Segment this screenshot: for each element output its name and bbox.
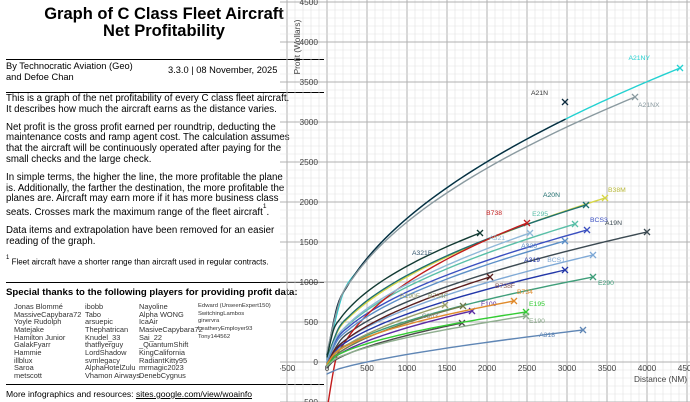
svg-text:E295: E295 [532, 211, 548, 218]
svg-text:0: 0 [313, 357, 318, 367]
svg-text:4000: 4000 [638, 363, 657, 373]
svg-text:1000: 1000 [300, 277, 319, 287]
svg-text:500: 500 [360, 363, 374, 373]
svg-text:4500: 4500 [300, 0, 319, 7]
svg-text:1000: 1000 [398, 363, 417, 373]
svg-text:3500: 3500 [300, 77, 319, 87]
svg-text:4000: 4000 [300, 37, 319, 47]
svg-text:B734: B734 [517, 289, 533, 296]
svg-text:B38M: B38M [608, 187, 626, 194]
svg-text:A321F: A321F [412, 250, 432, 257]
svg-text:A318: A318 [539, 332, 555, 339]
svg-text:B734F: B734F [428, 293, 448, 300]
svg-text:1500: 1500 [438, 363, 457, 373]
svg-text:BCS1: BCS1 [547, 257, 565, 264]
svg-text:A21NY: A21NY [628, 55, 650, 62]
svg-text:3000: 3000 [300, 117, 319, 127]
svg-text:B738: B738 [486, 210, 502, 217]
svg-text:E195: E195 [529, 301, 545, 308]
svg-text:A319: A319 [524, 257, 540, 264]
svg-text:3500: 3500 [598, 363, 617, 373]
svg-text:B738F: B738F [495, 283, 515, 290]
svg-text:-500: -500 [280, 363, 296, 373]
svg-text:A21N: A21N [531, 90, 548, 97]
svg-text:E190: E190 [529, 318, 545, 325]
svg-text:A19N: A19N [605, 220, 622, 227]
svg-text:Distance (NM): Distance (NM) [634, 374, 687, 384]
svg-text:A321: A321 [489, 235, 505, 242]
svg-text:-500: -500 [301, 397, 318, 402]
svg-text:A320: A320 [521, 243, 537, 250]
svg-text:2000: 2000 [300, 197, 319, 207]
svg-text:2000: 2000 [478, 363, 497, 373]
svg-text:500: 500 [304, 317, 318, 327]
svg-text:A21NX: A21NX [638, 102, 660, 109]
svg-text:A20N: A20N [543, 192, 560, 199]
svg-text:1500: 1500 [300, 237, 319, 247]
svg-text:2500: 2500 [300, 157, 319, 167]
svg-text:4500: 4500 [678, 363, 690, 373]
svg-text:2500: 2500 [518, 363, 537, 373]
svg-text:3000: 3000 [558, 363, 577, 373]
svg-text:E290: E290 [598, 280, 614, 287]
svg-text:E190F: E190F [400, 293, 420, 300]
svg-text:Profit (Wollars): Profit (Wollars) [292, 19, 302, 74]
